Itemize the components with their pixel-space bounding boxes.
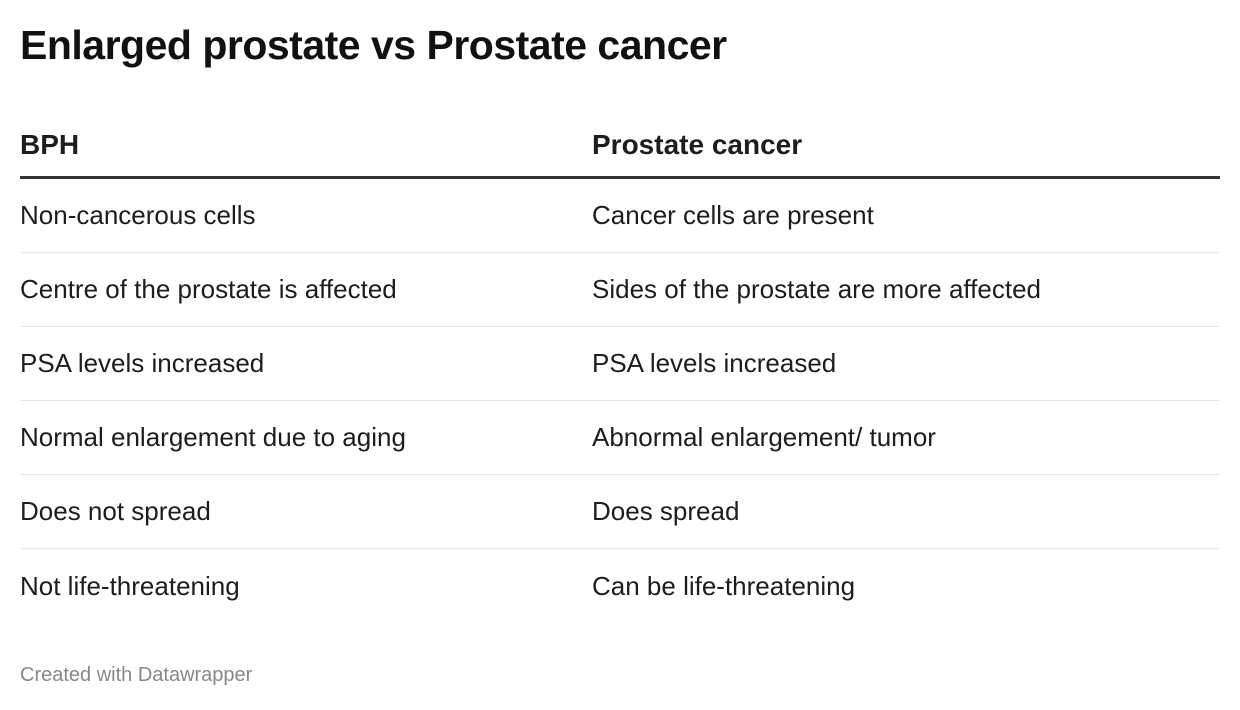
table-cell: Can be life-threatening xyxy=(592,570,856,601)
table-cell: Normal enlargement due to aging xyxy=(20,422,406,452)
comparison-table: BPH Prostate cancer Non-cancerous cells … xyxy=(20,112,1220,623)
table-header-row: BPH Prostate cancer xyxy=(20,112,1220,179)
table-cell: Centre of the prostate is affected xyxy=(20,274,397,304)
table-cell: Does spread xyxy=(592,496,740,526)
page-title: Enlarged prostate vs Prostate cancer xyxy=(20,22,727,68)
table-row: Non-cancerous cells Cancer cells are pre… xyxy=(20,179,1220,253)
table-cell: PSA levels increased xyxy=(20,348,265,378)
datawrapper-credit: Created with Datawrapper xyxy=(20,664,253,686)
table-cell: Non-cancerous cells xyxy=(20,200,256,230)
table-cell: Sides of the prostate are more affected xyxy=(592,274,1042,304)
table-row: Centre of the prostate is affected Sides… xyxy=(20,253,1220,327)
table-row: Normal enlargement due to aging Abnormal… xyxy=(20,401,1220,475)
column-header-bph: BPH xyxy=(20,129,80,160)
table-cell: Does not spread xyxy=(20,496,211,526)
table-cell: Not life-threatening xyxy=(20,570,240,601)
table-cell: PSA levels increased xyxy=(592,348,837,378)
table-row: PSA levels increased PSA levels increase… xyxy=(20,327,1220,401)
table-row: Not life-threatening Can be life-threate… xyxy=(20,549,1220,623)
table-row: Does not spread Does spread xyxy=(20,475,1220,549)
table-cell: Cancer cells are present xyxy=(592,200,874,230)
column-header-prostate-cancer: Prostate cancer xyxy=(592,129,803,160)
table-cell: Abnormal enlargement/ tumor xyxy=(592,422,936,452)
